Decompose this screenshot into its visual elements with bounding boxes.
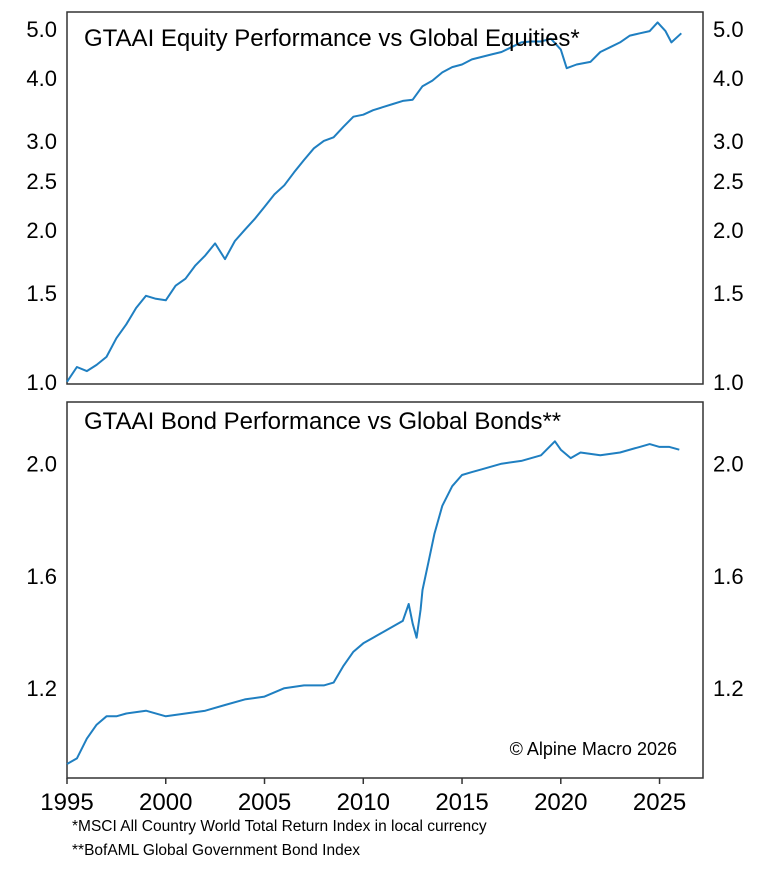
y-tick-left: 1.5: [26, 281, 57, 306]
plot-frame: [66, 401, 704, 779]
y-tick-right: 2.0: [713, 218, 744, 243]
y-tick-right: 2.5: [713, 169, 744, 194]
y-tick-left: 3.0: [26, 129, 57, 154]
x-tick-label: 2020: [534, 789, 587, 816]
y-tick-left: 5.0: [26, 17, 57, 42]
x-tick-label: 2025: [633, 789, 686, 816]
y-tick-right: 1.0: [713, 370, 744, 395]
plot-frame: [66, 11, 704, 385]
series-line: [66, 21, 682, 383]
y-tick-right: 3.0: [713, 129, 744, 154]
y-tick-left: 2.5: [26, 169, 57, 194]
panel-title-equity: GTAAI Equity Performance vs Global Equit…: [84, 25, 580, 52]
y-tick-left: 2.0: [26, 452, 57, 477]
y-tick-left: 1.0: [26, 370, 57, 395]
y-tick-right: 1.6: [713, 564, 744, 589]
x-tick-label: 2015: [435, 789, 488, 816]
footnote-bond-index: **BofAML Global Government Bond Index: [72, 842, 361, 859]
x-tick-label: 1995: [40, 789, 93, 816]
y-tick-left: 2.0: [26, 218, 57, 243]
y-tick-right: 4.0: [713, 66, 744, 91]
copyright-credit: © Alpine Macro 2026: [510, 739, 677, 759]
bond-panel: 1.2 1.2 1.6 1.6 2.0 2.0: [26, 401, 744, 779]
footnote-equity-index: *MSCI All Country World Total Return Ind…: [72, 818, 487, 835]
series-line: [66, 440, 680, 765]
y-tick-right: 1.5: [713, 281, 744, 306]
x-tick-label: 2010: [337, 789, 390, 816]
panel-title-bond: GTAAI Bond Performance vs Global Bonds**: [84, 408, 561, 435]
y-tick-right: 1.2: [713, 676, 744, 701]
y-tick-left: 1.6: [26, 564, 57, 589]
y-tick-right: 2.0: [713, 452, 744, 477]
y-tick-left: 1.2: [26, 676, 57, 701]
x-axis: 1995 2000 2005 2010 2015 2020 2025: [40, 778, 686, 816]
y-tick-right: 5.0: [713, 17, 744, 42]
equity-panel: 1.0 1.0 1.5 1.5 2.0 2.0 2.5 2.5 3.0 3.0 4.0 4.0 5.0 5…: [26, 11, 744, 395]
x-tick-label: 2005: [238, 789, 291, 816]
x-tick-label: 2000: [139, 789, 192, 816]
y-tick-left: 4.0: [26, 66, 57, 91]
